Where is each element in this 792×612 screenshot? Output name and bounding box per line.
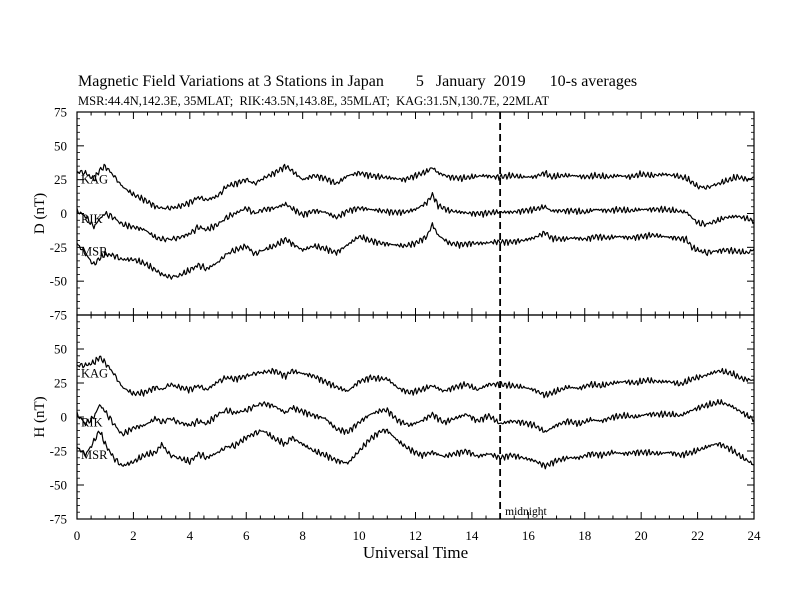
series-line-rik <box>76 399 755 437</box>
x-tick-label: 8 <box>299 528 306 543</box>
x-tick-label: 18 <box>578 528 591 543</box>
y-tick-label: 25 <box>54 172 67 187</box>
midnight-label: midnight <box>505 506 547 518</box>
panel-frame <box>76 314 755 520</box>
y-tick-label: 75 <box>54 105 67 120</box>
x-tick-label: 20 <box>635 528 648 543</box>
y-tick-label: -50 <box>50 478 67 493</box>
y-tick-label: 0 <box>61 206 68 221</box>
x-tick-label: 6 <box>243 528 250 543</box>
panel-d-group: 75 50 25 0 -25 -50 -75 D (nT) KAG RIK MSR <box>32 105 755 323</box>
x-tick-label: 12 <box>409 528 422 543</box>
y-tick-label: -50 <box>50 274 67 289</box>
series-label-msr: MSR <box>81 244 108 258</box>
x-tick-label: 0 <box>74 528 81 543</box>
y-tick-label: 25 <box>54 376 67 391</box>
x-tick-label: 24 <box>748 528 762 543</box>
series-line-msr <box>76 222 755 280</box>
x-tick-label: 22 <box>691 528 704 543</box>
x-tick-label: 16 <box>522 528 536 543</box>
y-tick-label: -25 <box>50 240 67 255</box>
series-line-kag <box>76 355 755 399</box>
y-tick-label: 50 <box>54 342 67 357</box>
series-label-kag: KAG <box>81 366 108 380</box>
y-tick-label: -75 <box>50 512 67 527</box>
series-line-rik <box>76 192 755 243</box>
x-tick-label: 4 <box>187 528 194 543</box>
x-tick-label: 2 <box>130 528 137 543</box>
series-line-msr <box>76 428 755 470</box>
series-label-rik: RIK <box>81 415 103 429</box>
y-tick-label: -25 <box>50 444 67 459</box>
x-axis-label: Universal Time <box>363 543 468 562</box>
y-tick-label: -75 <box>50 308 67 323</box>
y-axis-label: D (nT) <box>32 193 48 234</box>
y-tick-label: 50 <box>54 138 67 153</box>
x-tick-label: 14 <box>465 528 479 543</box>
x-tick-label: 10 <box>353 528 366 543</box>
y-tick-label: 0 <box>61 410 68 425</box>
series-label-kag: KAG <box>81 173 108 187</box>
series-label-rik: RIK <box>81 212 103 226</box>
chart-title: Magnetic Field Variations at 3 Stations … <box>78 73 638 90</box>
chart-subtitle: MSR:44.4N,142.3E, 35MLAT; RIK:43.5N,143.… <box>78 94 550 108</box>
y-axis-label: H (nT) <box>32 396 48 437</box>
series-line-kag <box>76 163 755 211</box>
panel-frame <box>76 111 755 316</box>
series-label-msr: MSR <box>81 448 108 462</box>
